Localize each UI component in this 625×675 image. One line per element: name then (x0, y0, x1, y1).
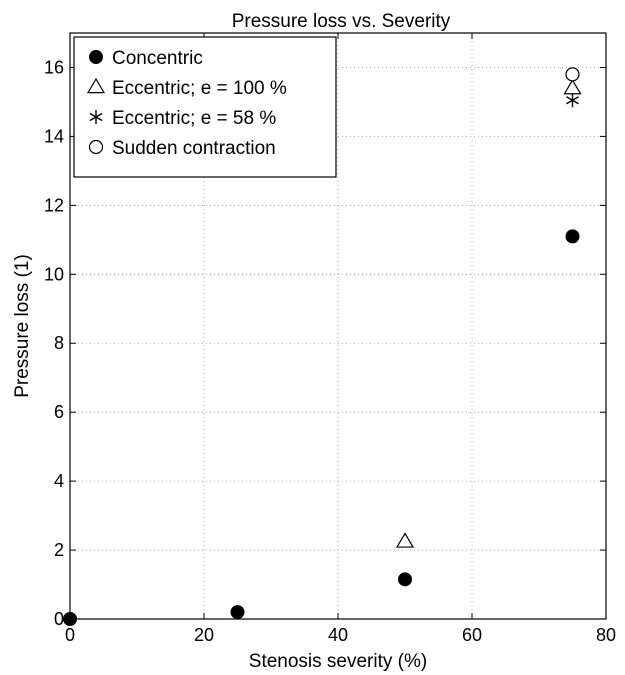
legend-marker-asterisk (89, 110, 103, 124)
y-tick-label: 10 (44, 264, 64, 284)
x-tick-label: 40 (328, 625, 348, 645)
legend-label: Sudden contraction (112, 138, 276, 159)
y-axis-label: Pressure loss (1) (12, 254, 33, 398)
legend-marker-filled-circle (89, 50, 103, 64)
x-tick-label: 60 (462, 625, 482, 645)
axis-ticks: 0 20 40 60 80 0 2 4 6 8 10 12 14 16 (44, 33, 616, 645)
data-marks (63, 67, 582, 626)
y-tick-label: 6 (54, 402, 64, 422)
y-tick-label: 14 (44, 126, 64, 146)
legend-marker-open-circle (88, 139, 104, 155)
point-triangle-0 (395, 532, 415, 548)
y-tick-label: 2 (54, 540, 64, 560)
y-tick-label: 16 (44, 57, 64, 77)
legend: Concentric Eccentric; e = 100 % Eccentric;… (73, 36, 337, 178)
point-triangle-1 (563, 78, 582, 95)
y-tick-label: 0 (54, 609, 64, 629)
point-asterisk-0 (566, 93, 579, 108)
x-axis-label: Stenosis severity (%) (249, 651, 427, 672)
point-filled-circle-3 (565, 229, 580, 244)
y-tick-label: 8 (54, 333, 64, 353)
legend-label: Eccentric; e = 58 % (112, 108, 276, 129)
point-open-circle-0 (565, 67, 580, 82)
y-tick-label: 4 (54, 471, 64, 491)
x-tick-label: 80 (596, 625, 616, 645)
point-filled-circle-1 (230, 605, 245, 620)
legend-label: Eccentric; e = 100 % (112, 78, 287, 99)
grid (69, 33, 607, 620)
point-filled-circle-2 (398, 572, 412, 587)
y-tick-label: 12 (44, 195, 64, 215)
chart-title: Pressure loss vs. Severity (232, 11, 451, 32)
legend-box (73, 36, 337, 178)
x-tick-label: 20 (194, 625, 214, 645)
point-filled-circle-0 (63, 612, 77, 626)
legend-label: Concentric (112, 48, 203, 69)
legend-marker-triangle (86, 77, 106, 94)
x-tick-label: 0 (65, 625, 75, 645)
